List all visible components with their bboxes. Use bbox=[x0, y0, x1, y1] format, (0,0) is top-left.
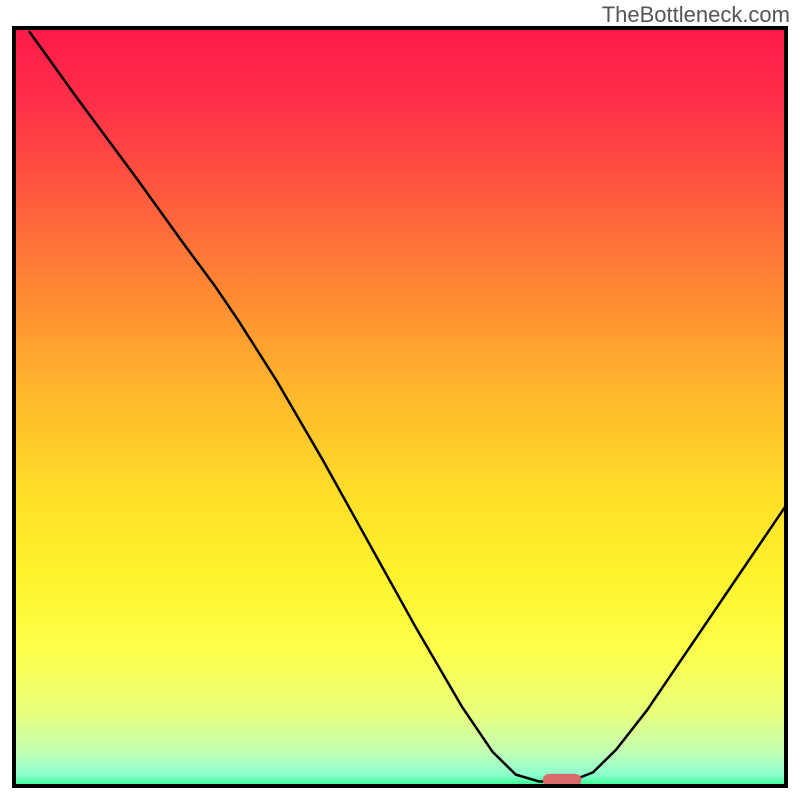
chart-background bbox=[14, 28, 786, 786]
chart-svg bbox=[0, 0, 800, 800]
bottleneck-chart: TheBottleneck.com bbox=[0, 0, 800, 800]
